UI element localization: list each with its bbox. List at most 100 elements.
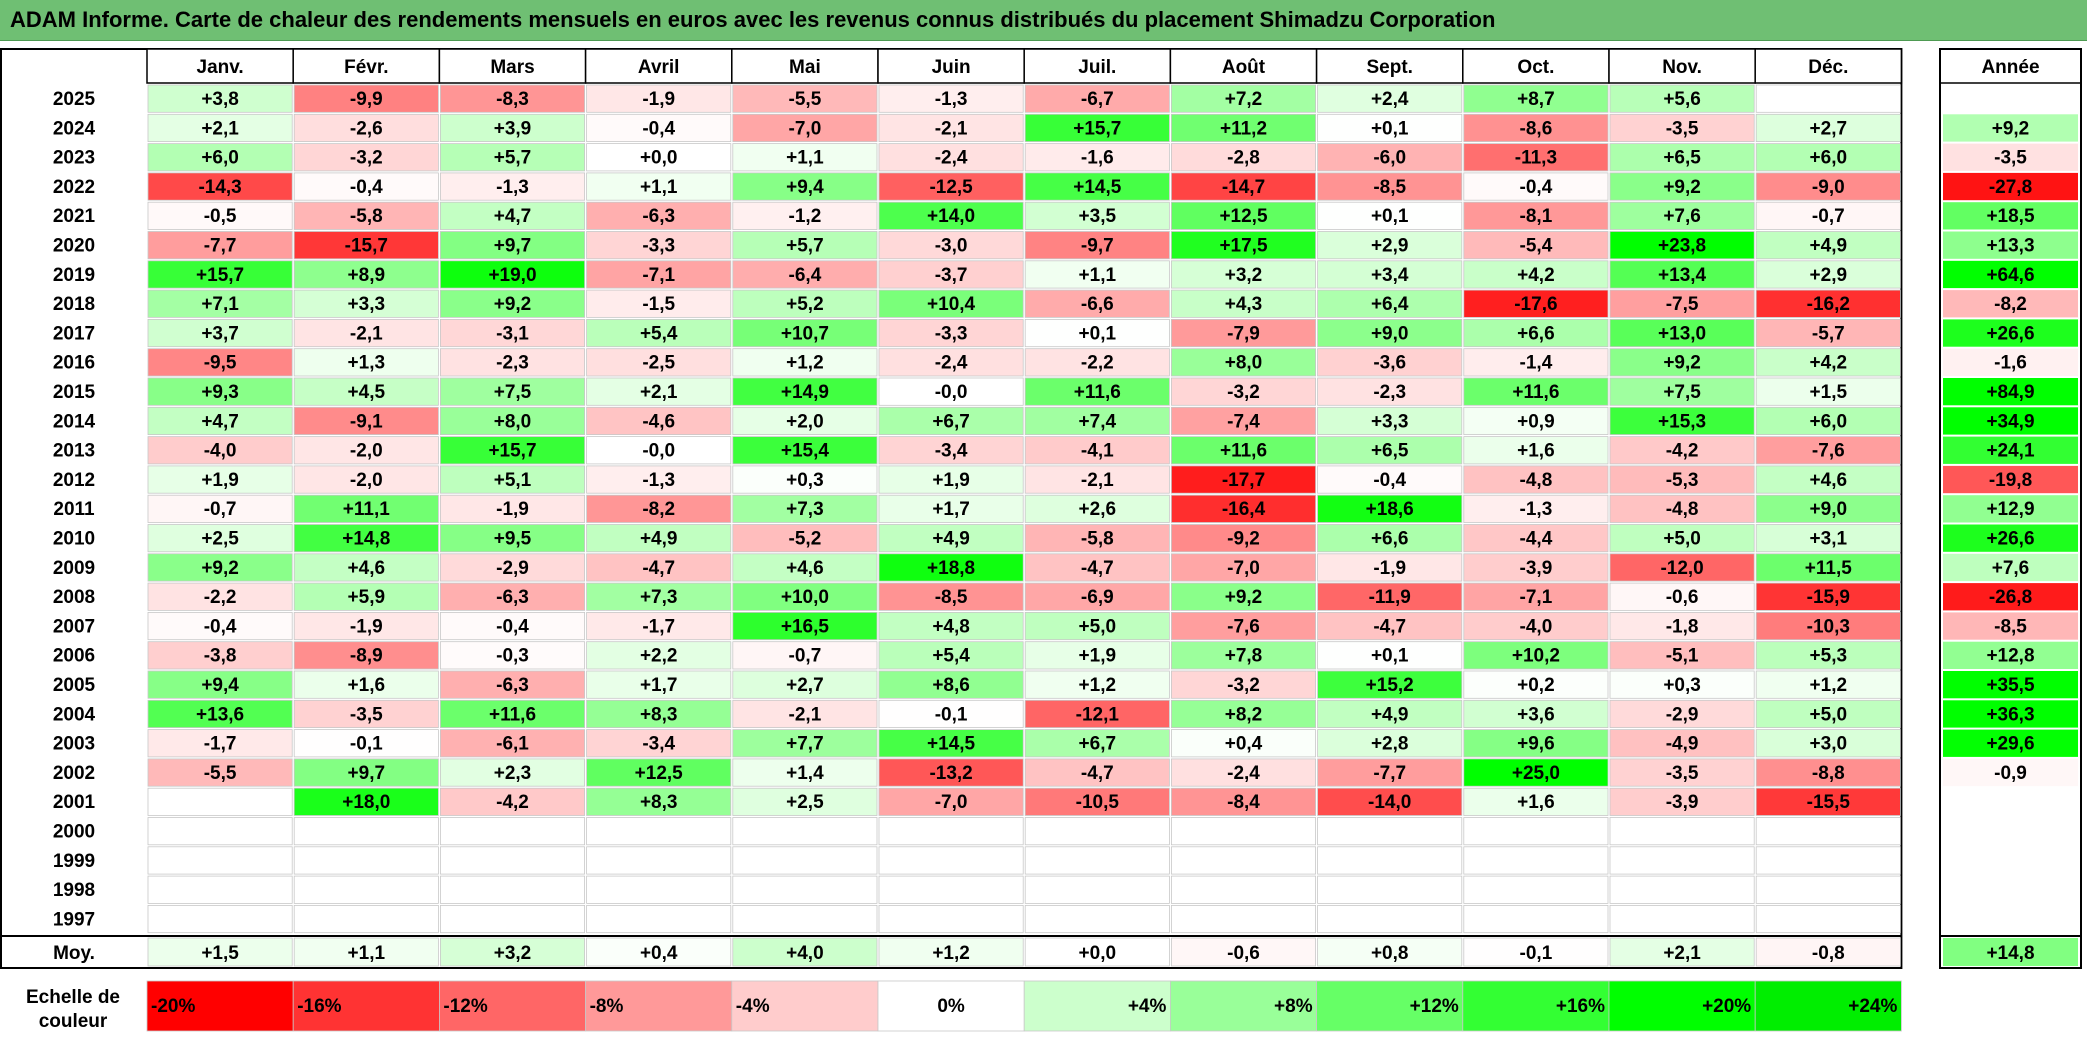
- annual-cell: [1943, 231, 2078, 259]
- annual-cell: [1943, 407, 2078, 435]
- average-cell: [1463, 937, 1609, 967]
- cell-value: -0,7: [204, 499, 237, 520]
- cell-value: +2,7: [786, 675, 824, 696]
- heatmap-cell: [732, 875, 878, 904]
- scale-step-label: -20%: [151, 996, 195, 1017]
- cell-value: +23,8: [1658, 236, 1706, 257]
- cell-value: +7,2: [1225, 89, 1263, 110]
- cell-value: -2,1: [1081, 470, 1114, 491]
- heatmap-cell: [1024, 465, 1170, 494]
- heatmap-cell: [1609, 846, 1755, 875]
- cell-value: +2,7: [1810, 118, 1848, 139]
- heatmap-cell: [293, 172, 439, 201]
- heatmap-cell: [1024, 318, 1170, 348]
- heatmap-cell: [1024, 201, 1170, 230]
- cell-value: -9,1: [350, 411, 383, 432]
- month-header: Avril: [638, 57, 680, 78]
- heatmap-cell: [439, 729, 585, 758]
- cell-value: +1,3: [348, 353, 386, 374]
- heatmap-cell: [1024, 260, 1170, 289]
- heatmap-cell: [586, 465, 732, 494]
- average-value: +3,2: [494, 943, 532, 964]
- heatmap-cell: [732, 905, 878, 934]
- cell-value: +1,4: [786, 763, 824, 784]
- cell-value: -0,4: [642, 118, 675, 139]
- heatmap-cell: [732, 172, 878, 201]
- average-value: +1,1: [348, 943, 386, 964]
- cell-value: +4,6: [348, 558, 386, 579]
- heatmap-cell: [293, 524, 439, 553]
- month-header-cell: [1023, 48, 1172, 84]
- annual-value: +84,9: [1986, 382, 2034, 403]
- cell-value: -0,4: [350, 177, 383, 198]
- heatmap-cell: [1609, 729, 1755, 758]
- month-header: Janv.: [197, 57, 244, 78]
- heatmap-cell: [439, 553, 585, 582]
- cell-value: +11,6: [1074, 382, 1121, 403]
- cell-value: -6,1: [496, 734, 529, 755]
- heatmap-cell: [1171, 113, 1317, 143]
- heatmap-cell: [439, 875, 585, 904]
- cell-value: -0,4: [496, 616, 529, 637]
- heatmap-cell: [1024, 406, 1170, 435]
- heatmap-cell: [1755, 113, 1901, 143]
- cell-value: -1,3: [935, 89, 968, 110]
- average-value: +4,0: [786, 943, 824, 964]
- heatmap-cell: [147, 348, 293, 377]
- heatmap-cell: [878, 113, 1024, 143]
- heatmap-cell: [732, 846, 878, 875]
- cell-value: +7,5: [494, 382, 532, 403]
- year-label: 1999: [53, 851, 95, 872]
- month-header: Juil.: [1078, 57, 1116, 78]
- heatmap-cell: [147, 699, 293, 728]
- heatmap-cell: [1755, 494, 1901, 523]
- cell-value: +5,0: [1663, 529, 1701, 550]
- cell-value: +1,2: [1079, 675, 1117, 696]
- heatmap-cell: [1609, 406, 1755, 435]
- cell-value: +13,4: [1658, 265, 1707, 286]
- heatmap-cell: [1463, 553, 1609, 582]
- cell-value: -6,3: [642, 206, 675, 227]
- cell-value: -11,3: [1515, 148, 1557, 169]
- cell-value: +11,6: [1512, 382, 1559, 403]
- cell-value: +4,7: [201, 411, 239, 432]
- cell-value: +14,8: [342, 529, 390, 550]
- cell-value: -17,6: [1514, 294, 1557, 315]
- heatmap-cell: [293, 699, 439, 728]
- cell-value: +15,3: [1658, 411, 1706, 432]
- annual-cell: [1943, 583, 2078, 611]
- cell-value: -4,6: [642, 411, 675, 432]
- heatmap-cell: [1755, 260, 1901, 289]
- heatmap-cell: [439, 377, 585, 406]
- annual-value: +13,3: [1986, 236, 2034, 257]
- annual-cell: [1943, 319, 2078, 347]
- heatmap-cell: [147, 905, 293, 934]
- cell-value: -0,1: [935, 704, 968, 725]
- month-header-cell: [292, 48, 441, 84]
- heatmap-cell: [1463, 905, 1609, 934]
- scale-swatch: [438, 980, 586, 1032]
- cell-value: +2,9: [1810, 265, 1848, 286]
- cell-value: +5,3: [1810, 646, 1848, 667]
- cell-value: +0,1: [1371, 646, 1409, 667]
- heatmap-cell: [293, 113, 439, 143]
- annual-cell: [1943, 612, 2078, 640]
- heatmap-cell: [878, 787, 1024, 816]
- annual-value: +34,9: [1986, 411, 2034, 432]
- cell-value: +13,0: [1658, 323, 1706, 344]
- year-label: 2015: [53, 382, 96, 403]
- cell-value: -7,0: [1227, 558, 1260, 579]
- cell-value: -0,5: [204, 206, 237, 227]
- cell-value: +16,5: [781, 616, 830, 637]
- heatmap-cell: [147, 524, 293, 553]
- cell-value: +10,7: [781, 323, 829, 344]
- cell-value: +0,1: [1371, 118, 1409, 139]
- heatmap-cell: [439, 612, 585, 641]
- heatmap-cell: [1463, 582, 1609, 611]
- heatmap-cell: [732, 729, 878, 758]
- scale-swatch: [146, 980, 294, 1032]
- heatmap-cell: [1171, 406, 1317, 435]
- heatmap-cell: [732, 758, 878, 787]
- cell-value: +2,9: [1371, 236, 1409, 257]
- cell-value: -4,7: [642, 558, 675, 579]
